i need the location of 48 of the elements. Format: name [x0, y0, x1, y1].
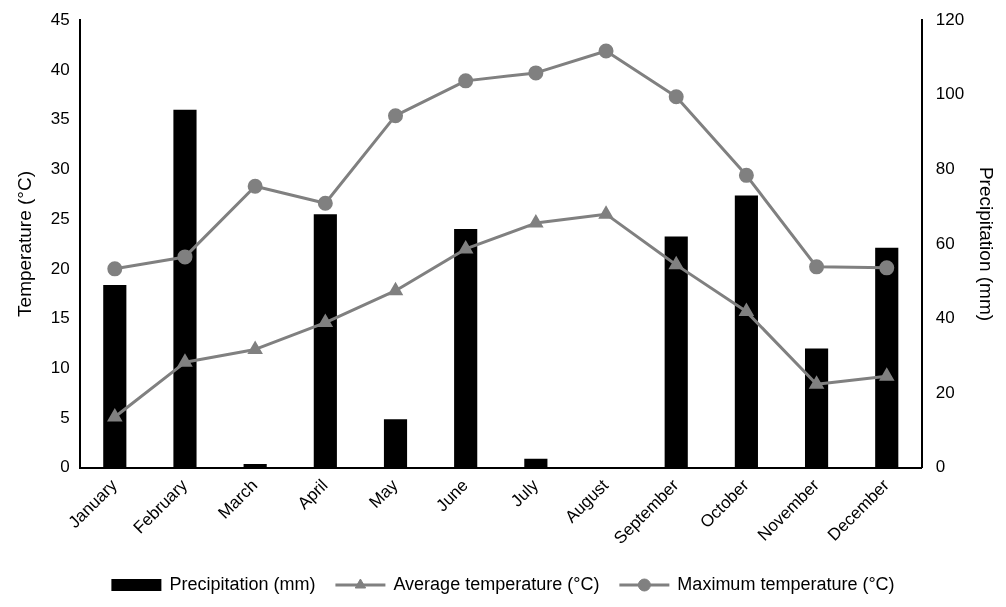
point	[738, 167, 754, 183]
point	[458, 241, 473, 254]
point	[388, 108, 404, 124]
y2-tick-label: 0	[935, 457, 946, 477]
point	[598, 43, 614, 59]
y-tick-label: 25	[50, 208, 70, 228]
y2-tick-label: 20	[935, 382, 955, 402]
point	[668, 89, 684, 105]
point	[879, 260, 895, 276]
point	[739, 304, 754, 317]
point	[107, 261, 123, 277]
x-tick-label: May	[365, 475, 402, 512]
y-tick-label: 30	[50, 159, 70, 179]
y2-tick-label: 60	[935, 233, 955, 253]
point	[599, 206, 613, 219]
legend-label: Maximum temperature (°C)	[677, 573, 895, 594]
point	[108, 409, 122, 422]
point	[880, 368, 894, 381]
y-tick-label: 10	[50, 358, 70, 377]
y-tick-label: 35	[50, 109, 70, 129]
y-axis-title: Temperature (°C)	[13, 171, 35, 317]
legend-label: Precipitation (mm)	[169, 573, 316, 594]
point	[248, 341, 262, 354]
point	[178, 354, 192, 367]
legend-label: Average temperature (°C)	[393, 573, 600, 594]
point	[529, 215, 543, 228]
point	[809, 376, 824, 389]
y-tick-label: 40	[50, 59, 70, 79]
point	[458, 73, 474, 89]
point	[177, 249, 193, 265]
y-tick-label: 45	[50, 9, 70, 29]
point	[669, 257, 683, 270]
y2-axis-title: Precipitation (mm)	[976, 166, 998, 322]
y2-tick-label: 100	[935, 84, 965, 104]
y-tick-label: 15	[50, 308, 70, 328]
point	[318, 315, 333, 328]
y2-tick-label: 80	[935, 159, 955, 179]
y-tick-label: 0	[60, 457, 70, 477]
point	[388, 283, 403, 296]
y-tick-label: 20	[50, 258, 70, 278]
y2-tick-label: 40	[935, 308, 955, 328]
point	[317, 195, 333, 211]
point	[809, 259, 825, 275]
y-tick-label: 5	[60, 407, 70, 427]
x-tick-label: July	[507, 475, 543, 511]
point	[247, 178, 263, 194]
point	[528, 65, 544, 81]
y2-tick-label: 120	[935, 9, 965, 29]
